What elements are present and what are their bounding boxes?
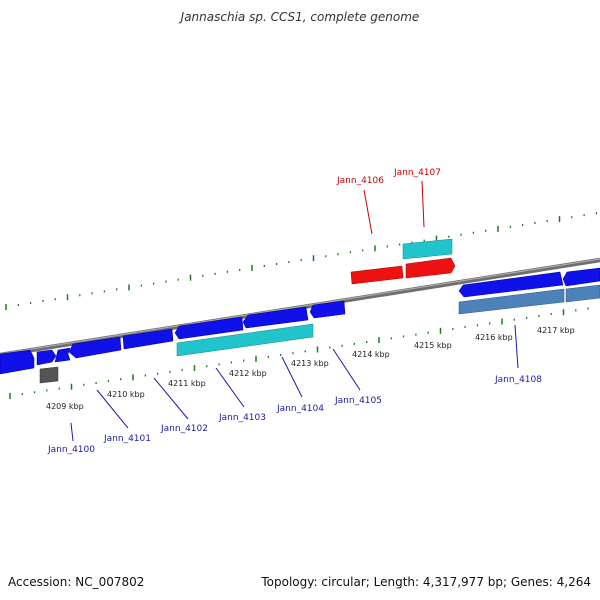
upper-tick-track	[5, 212, 598, 310]
scale-label-4213: 4213 kbp	[291, 359, 329, 368]
scale-label-4217: 4217 kbp	[537, 326, 575, 335]
scale-labels: 4209 kbp 4210 kbp 4211 kbp 4212 kbp 4213…	[46, 326, 575, 411]
gene-label-jann-4101[interactable]: Jann_4101	[103, 434, 151, 444]
scale-label-4209: 4209 kbp	[46, 402, 84, 411]
scale-label-4210: 4210 kbp	[107, 390, 145, 399]
other-feature[interactable]	[458, 288, 565, 315]
gene-arrow[interactable]	[68, 336, 122, 359]
gene-arrow[interactable]	[242, 306, 309, 329]
pseudo-feature[interactable]	[39, 366, 59, 384]
cds-feature[interactable]	[176, 323, 314, 357]
gene-label-group: Jann_4103	[215, 367, 266, 423]
gene-arrow-jann-4106[interactable]	[350, 265, 404, 285]
scale-label-4216: 4216 kbp	[475, 333, 513, 342]
gene-label-group: Jann_4105	[332, 348, 382, 406]
gene-label-jann-4107[interactable]: Jann_4107	[393, 168, 441, 178]
gene-labels: Jann_4100 Jann_4101 Jann_4102 Jann_4103 …	[47, 168, 542, 455]
gene-arrow[interactable]	[122, 328, 174, 350]
cds-feature[interactable]	[402, 238, 453, 260]
genome-summary-text: Topology: circular; Length: 4,317,977 bp…	[261, 575, 591, 589]
gene-label-jann-4102[interactable]: Jann_4102	[160, 424, 208, 434]
map-title: Jannaschia sp. CCS1, complete genome	[180, 10, 420, 24]
forward-strand-genes	[0, 267, 600, 375]
gene-label-jann-4103[interactable]: Jann_4103	[218, 413, 266, 423]
genome-backbone	[0, 257, 600, 358]
gene-label-group: Jann_4102	[153, 377, 208, 434]
gene-arrow-jann-4107[interactable]	[405, 257, 456, 279]
gene-label-group: Jann_4106	[336, 176, 384, 235]
gene-arrow[interactable]	[54, 347, 71, 363]
gene-arrow[interactable]	[174, 316, 244, 340]
scale-label-4212: 4212 kbp	[229, 369, 267, 378]
gene-label-jann-4108[interactable]: Jann_4108	[494, 375, 542, 385]
gene-arrow[interactable]	[458, 271, 564, 298]
gene-label-group: Jann_4101	[96, 389, 151, 444]
gene-arrow[interactable]	[0, 349, 35, 375]
gene-label-group: Jann_4107	[393, 168, 441, 228]
highlighted-genes	[350, 257, 456, 285]
gene-label-jann-4106[interactable]: Jann_4106	[336, 176, 384, 186]
gene-label-group: Jann_4108	[494, 324, 542, 385]
gene-label-group: Jann_4100	[47, 422, 95, 455]
gene-label-jann-4104[interactable]: Jann_4104	[276, 404, 324, 414]
other-feature[interactable]	[565, 284, 600, 303]
scale-label-4215: 4215 kbp	[414, 341, 452, 350]
lower-tick-track	[9, 307, 589, 399]
scale-label-4211: 4211 kbp	[168, 379, 206, 388]
accession-text: Accession: NC_007802	[8, 575, 145, 589]
gene-arrow[interactable]	[36, 349, 57, 366]
gene-arrow[interactable]	[309, 300, 346, 319]
gene-arrow[interactable]	[562, 267, 600, 287]
feature-blocks	[39, 238, 600, 384]
gene-label-jann-4100[interactable]: Jann_4100	[47, 445, 95, 455]
scale-label-4214: 4214 kbp	[352, 350, 390, 359]
gene-label-jann-4105[interactable]: Jann_4105	[334, 396, 382, 406]
gene-label-group: Jann_4104	[276, 356, 324, 414]
